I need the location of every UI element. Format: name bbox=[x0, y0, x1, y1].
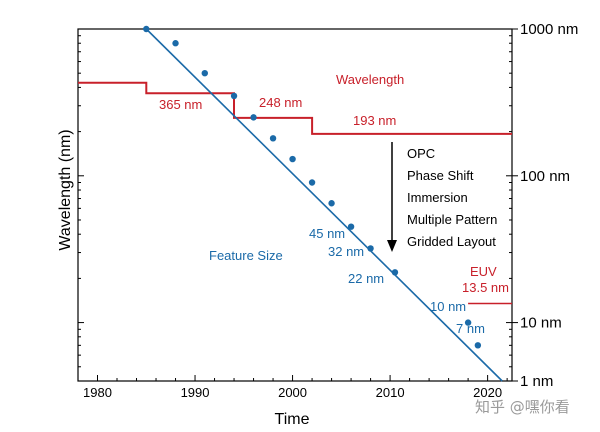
y-axis-title: Wavelength (nm) bbox=[57, 129, 74, 250]
feature-size-title: Feature Size bbox=[209, 248, 283, 263]
technique-phase-shift: Phase Shift bbox=[407, 168, 474, 183]
feature-size-point-4 bbox=[250, 114, 257, 121]
series-group bbox=[78, 25, 512, 382]
feature-size-point-7 bbox=[308, 179, 316, 186]
feature-size-point-8 bbox=[328, 200, 335, 207]
feature-size-point-6 bbox=[289, 155, 296, 163]
x-tick-label-1980: 1980 bbox=[83, 385, 112, 400]
step-label-248: 248 nm bbox=[259, 95, 302, 110]
watermark: 知乎 @嘿你看 bbox=[475, 398, 570, 416]
feature-size-point-9 bbox=[347, 223, 355, 230]
point-label-45nm: 45 nm bbox=[309, 226, 345, 241]
right-label-10: 10 nm bbox=[520, 315, 562, 332]
feature-size-trend-line bbox=[145, 28, 503, 382]
step-label-193: 193 nm bbox=[353, 113, 396, 128]
wavelength-line bbox=[78, 81, 512, 135]
feature-size-point-12 bbox=[464, 319, 472, 326]
right-label-100: 100 nm bbox=[520, 168, 570, 185]
right-label-1000: 1000 nm bbox=[520, 21, 578, 38]
techniques-arrow-head bbox=[387, 240, 397, 252]
wavelength-title: Wavelength bbox=[336, 72, 404, 87]
step-label-365: 365 nm bbox=[159, 97, 202, 112]
x-tick-label-2000: 2000 bbox=[278, 385, 307, 400]
technique-multiple-pattern: Multiple Pattern bbox=[407, 212, 497, 227]
feature-size-point-13 bbox=[474, 342, 482, 349]
x-tick-label-2010: 2010 bbox=[376, 385, 405, 400]
plot-frame bbox=[77, 28, 513, 382]
point-label-22nm: 22 nm bbox=[348, 271, 384, 286]
feature-size-point-3 bbox=[230, 92, 238, 100]
technique-gridded-layout: Gridded Layout bbox=[407, 234, 496, 249]
axis-ticks: 1980 1990 2000 2010 2020 1000 nm 100 nm 10 nm 1 … bbox=[78, 21, 578, 400]
technique-immersion: Immersion bbox=[407, 190, 468, 205]
feature-size-point-1 bbox=[172, 40, 179, 47]
feature-size-point-2 bbox=[201, 69, 208, 77]
point-label-7nm: 7 nm bbox=[456, 321, 485, 336]
feature-size-point-5 bbox=[269, 135, 277, 142]
right-label-4: 1 nm bbox=[520, 373, 553, 390]
point-label-10nm: 10 nm bbox=[430, 299, 466, 314]
x-tick-label-1990: 1990 bbox=[181, 385, 210, 400]
point-label-32nm: 32 nm bbox=[328, 244, 364, 259]
x-tick-label-2020: 2020 bbox=[473, 385, 502, 400]
x-axis-title: Time bbox=[275, 411, 310, 428]
technique-opc: OPC bbox=[407, 146, 435, 161]
euv-value: 13.5 nm bbox=[462, 280, 509, 295]
euv-title: EUV bbox=[470, 264, 497, 279]
